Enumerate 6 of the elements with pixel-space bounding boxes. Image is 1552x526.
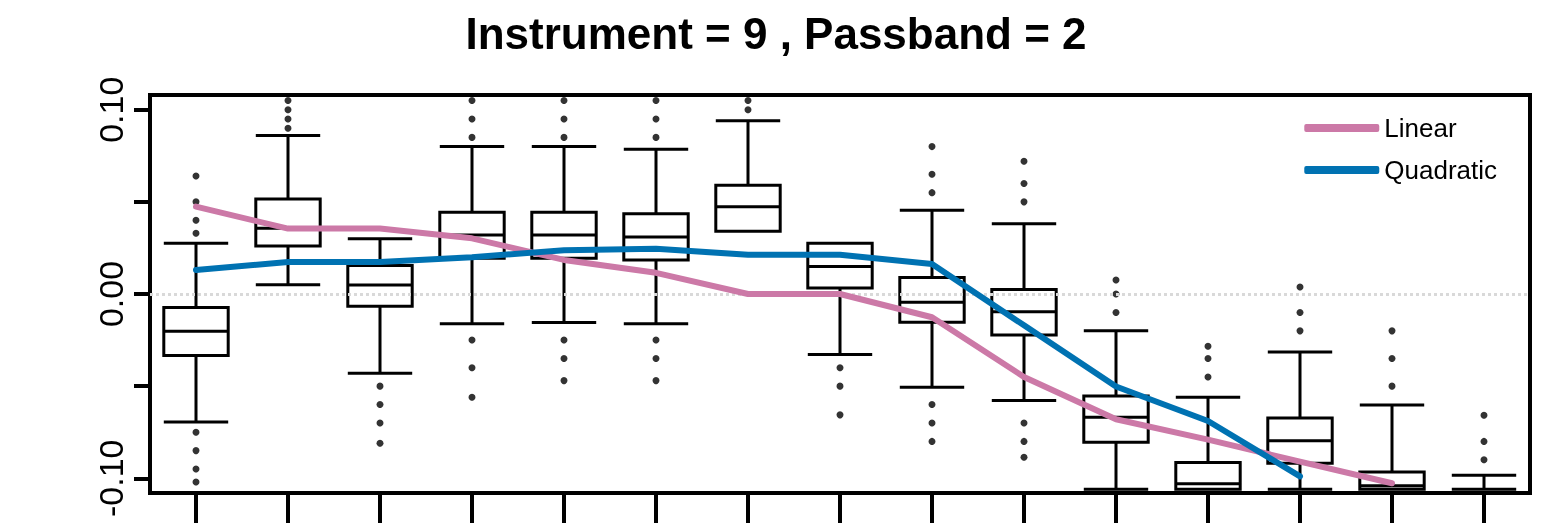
y-tick-label: -0.10	[92, 439, 130, 518]
chart-title: Instrument = 9 , Passband = 2	[465, 8, 1087, 58]
y-tick-label: 0.10	[92, 76, 130, 143]
y-tick-label: 0.00	[92, 260, 130, 328]
legend-label: Linear	[1384, 113, 1457, 143]
legend-label: Quadratic	[1384, 155, 1498, 185]
